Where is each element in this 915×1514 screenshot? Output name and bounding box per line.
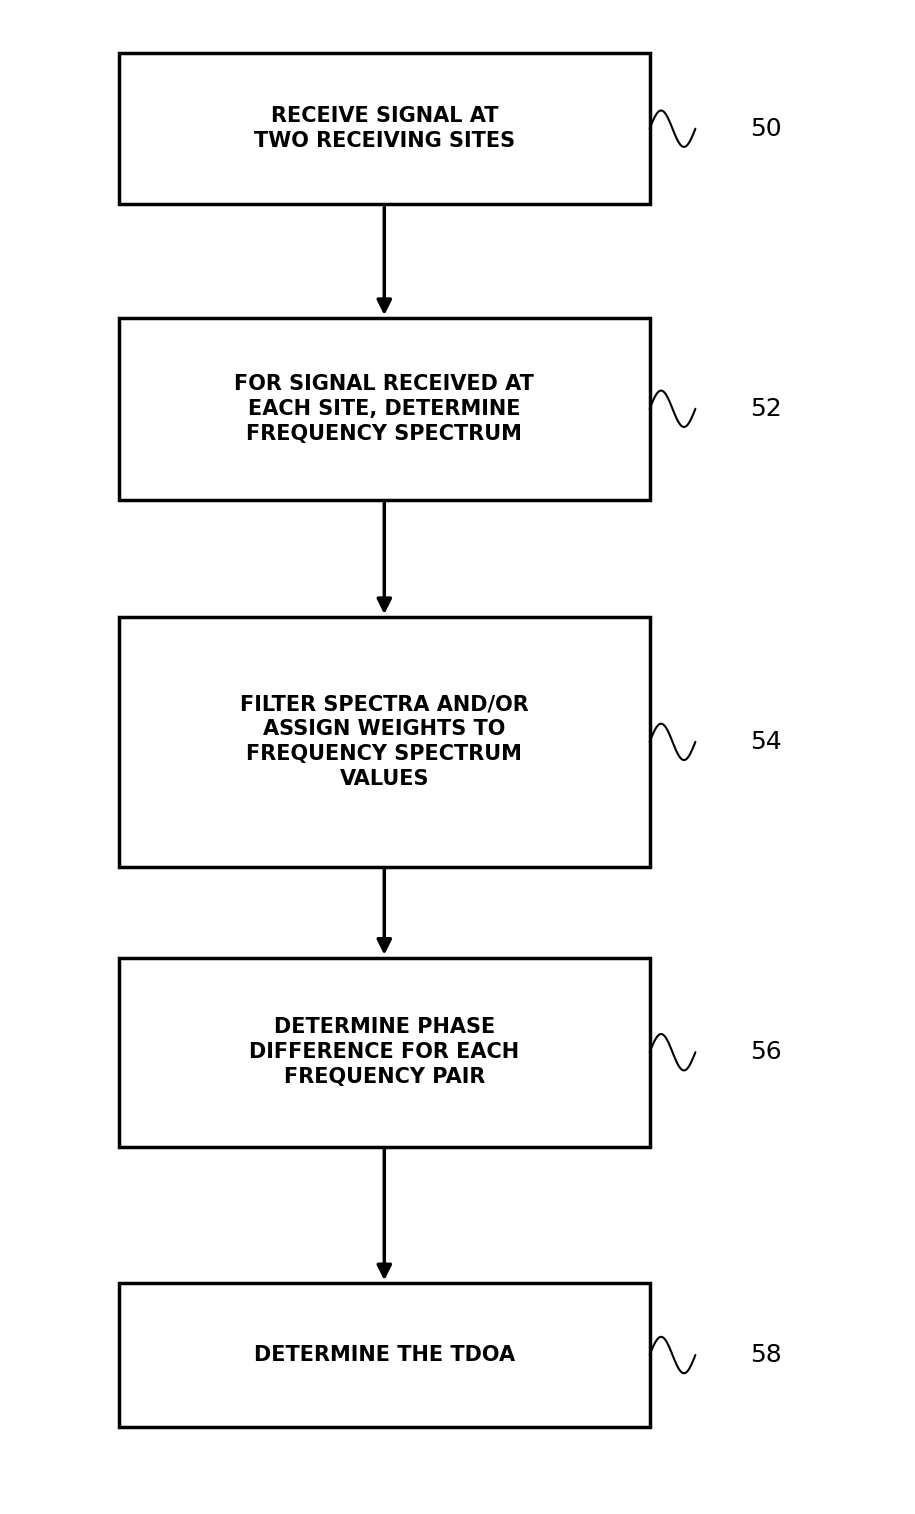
Text: 56: 56	[750, 1040, 782, 1064]
Bar	[119, 318, 650, 500]
Bar	[119, 53, 650, 204]
Text: FILTER SPECTRA AND/OR
ASSIGN WEIGHTS TO
FREQUENCY SPECTRUM
VALUES: FILTER SPECTRA AND/OR ASSIGN WEIGHTS TO …	[240, 695, 529, 789]
Text: DETERMINE THE TDOA: DETERMINE THE TDOA	[253, 1344, 515, 1366]
Text: FOR SIGNAL RECEIVED AT
EACH SITE, DETERMINE
FREQUENCY SPECTRUM: FOR SIGNAL RECEIVED AT EACH SITE, DETERM…	[234, 374, 534, 444]
Bar	[119, 1284, 650, 1426]
Text: 50: 50	[750, 117, 782, 141]
Text: DETERMINE PHASE
DIFFERENCE FOR EACH
FREQUENCY PAIR: DETERMINE PHASE DIFFERENCE FOR EACH FREQ…	[249, 1017, 520, 1087]
Text: 58: 58	[750, 1343, 782, 1367]
Text: 52: 52	[750, 397, 782, 421]
Bar	[119, 958, 650, 1148]
Text: RECEIVE SIGNAL AT
TWO RECEIVING SITES: RECEIVE SIGNAL AT TWO RECEIVING SITES	[253, 106, 515, 151]
Bar	[119, 618, 650, 866]
Text: 54: 54	[750, 730, 782, 754]
